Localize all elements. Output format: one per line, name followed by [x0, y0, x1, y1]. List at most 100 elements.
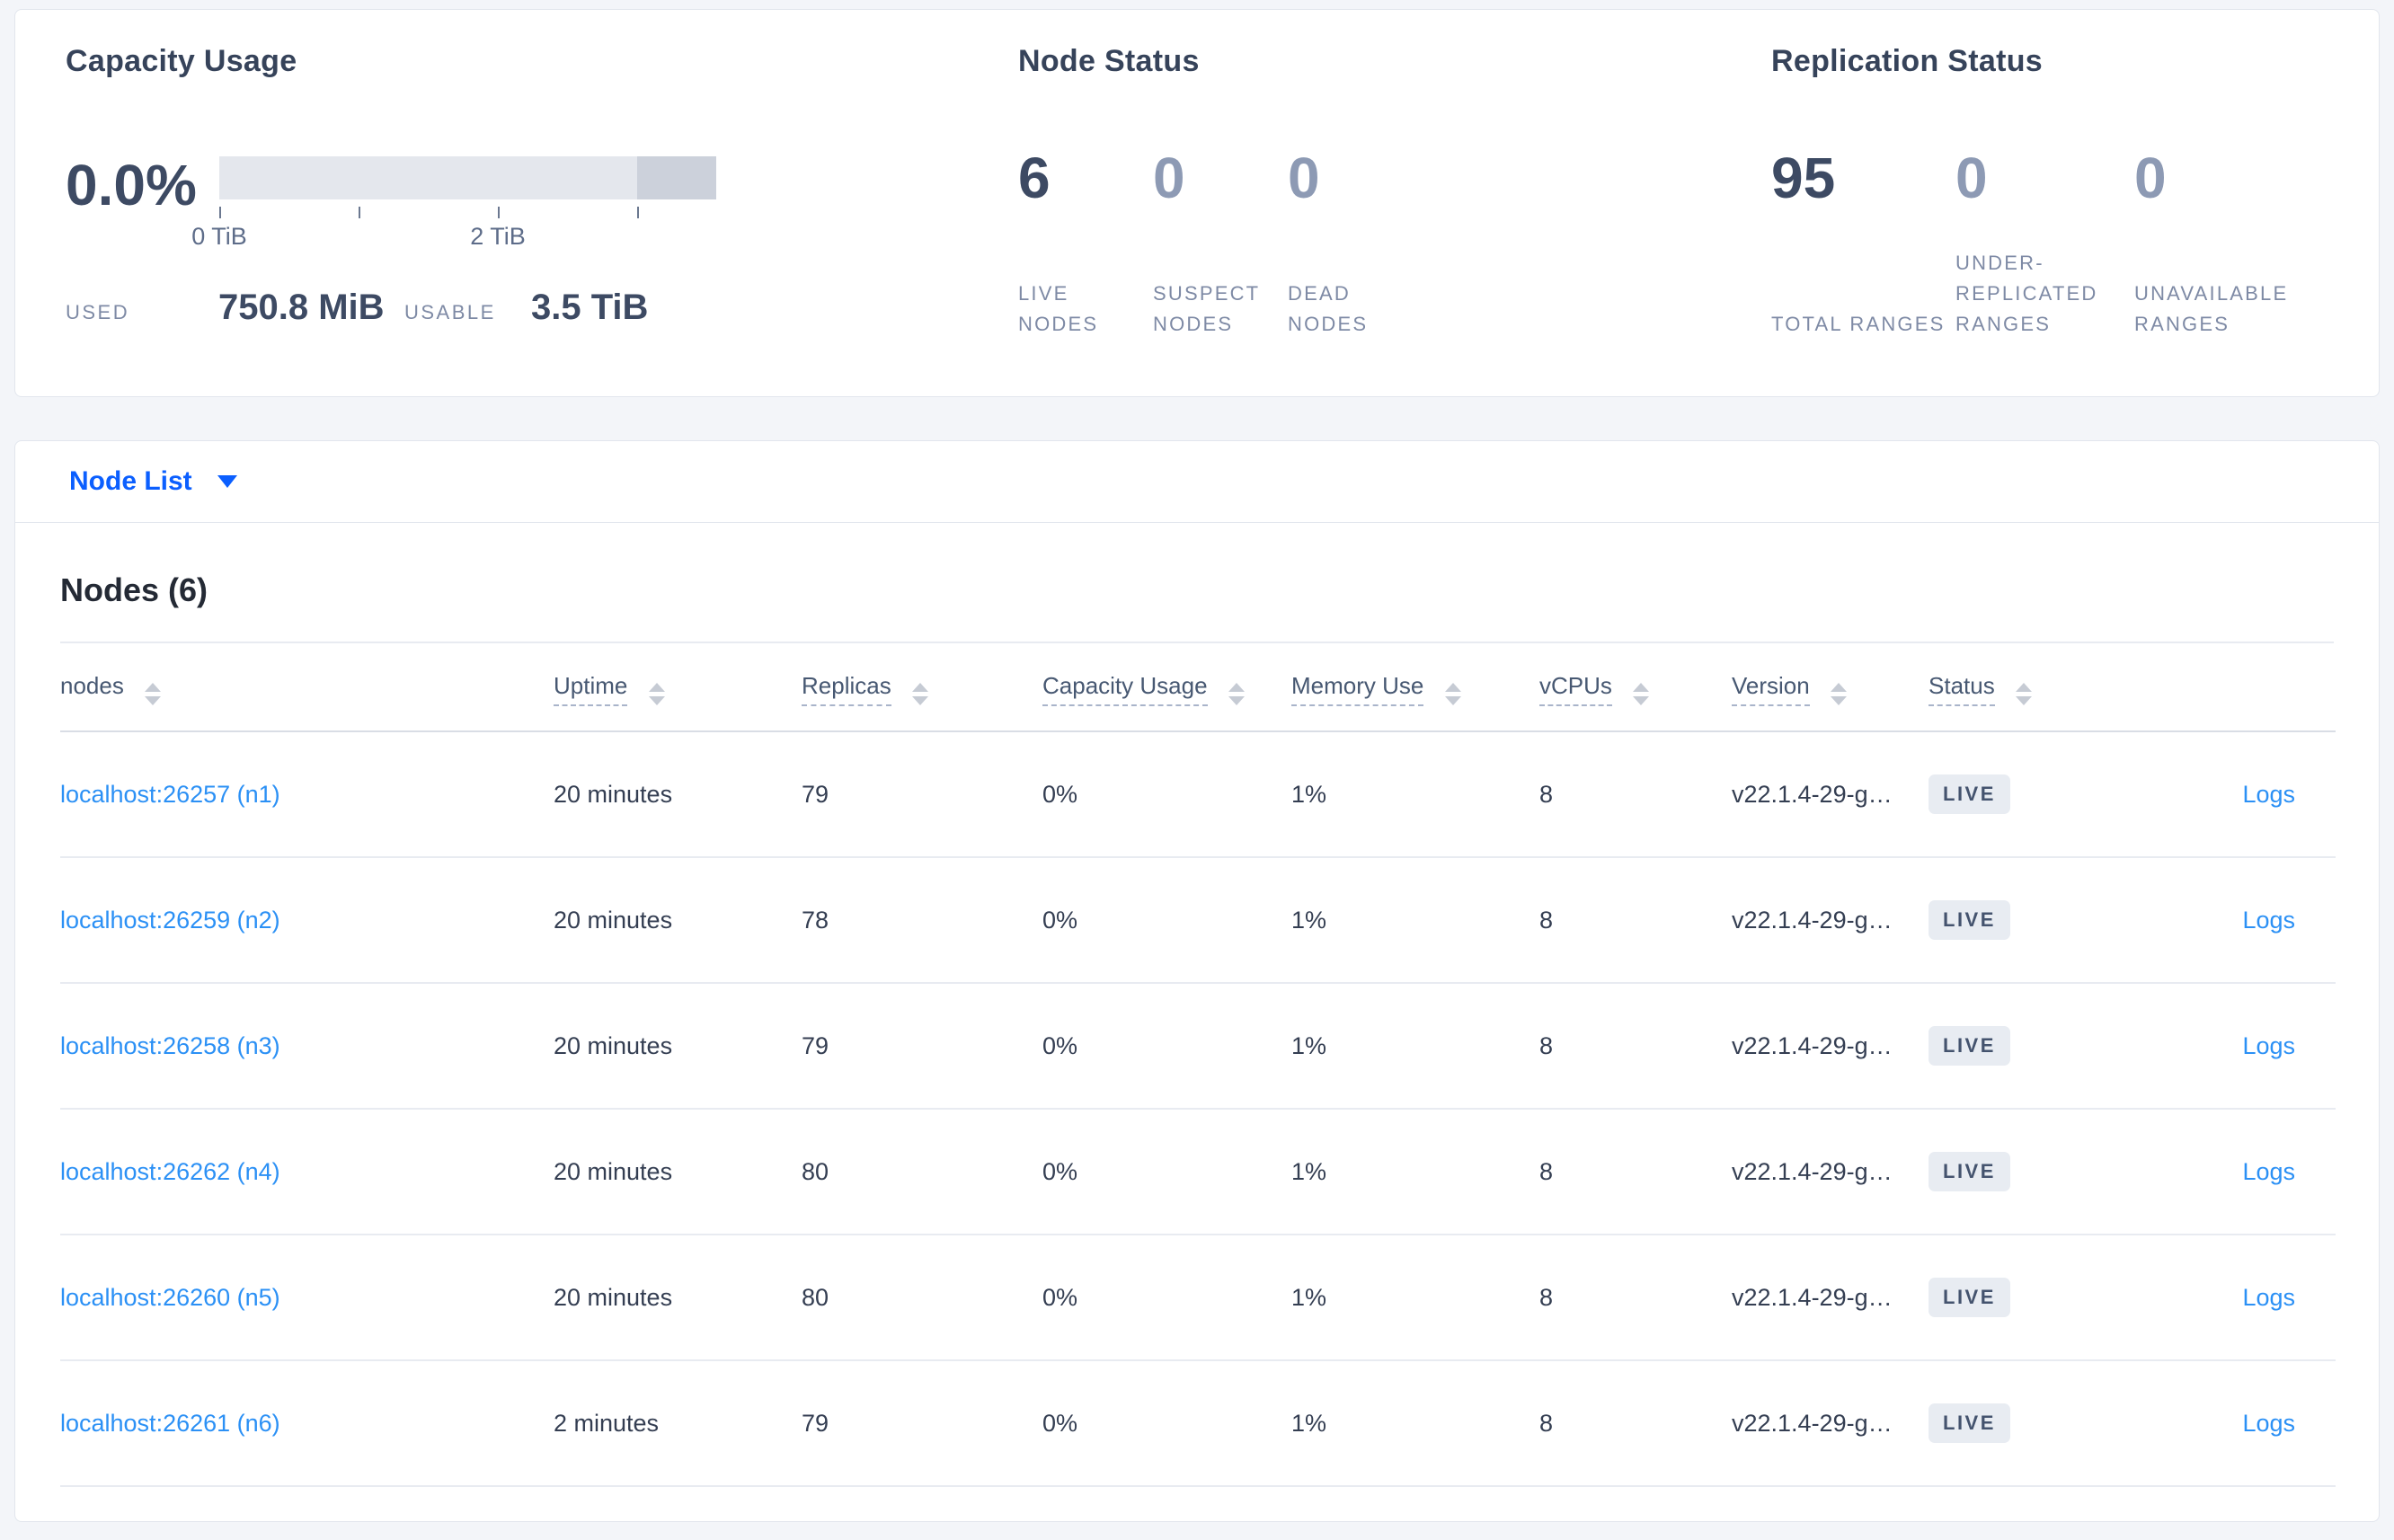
- capacity-cell: 0%: [1042, 1360, 1291, 1487]
- divider: [60, 642, 2334, 643]
- table-header-row: nodes Uptime Replicas Capacity Usage Mem…: [60, 643, 2336, 732]
- capacity-bar-chart: 0 TiB 2 TiB: [191, 149, 716, 250]
- table-row: localhost:26262 (n4) 20 minutes 80 0% 1%…: [60, 1109, 2336, 1235]
- suspect-nodes-count: 0: [1153, 146, 1185, 210]
- capacity-axis: 0 TiB 2 TiB: [191, 199, 716, 250]
- uptime-cell: 20 minutes: [554, 1109, 802, 1235]
- table-row: localhost:26261 (n6) 2 minutes 79 0% 1% …: [60, 1360, 2336, 1487]
- under-replicated-ranges-label: UNDER-REPLICATED RANGES: [1955, 251, 2098, 335]
- capacity-cell: 0%: [1042, 1235, 1291, 1361]
- column-header-status[interactable]: Status: [1928, 643, 2122, 732]
- unavailable-ranges-stat: 0 UNAVAILABLE RANGES: [2134, 149, 2350, 340]
- used-value: 750.8 MiB: [218, 288, 385, 327]
- status-badge: LIVE: [1928, 900, 2010, 940]
- column-header-replicas[interactable]: Replicas: [802, 643, 1042, 732]
- sort-icon[interactable]: [1228, 683, 1245, 705]
- sort-icon[interactable]: [2015, 683, 2032, 705]
- node-link[interactable]: localhost:26257 (n1): [60, 780, 280, 808]
- dead-nodes-count: 0: [1288, 146, 1320, 210]
- status-badge: LIVE: [1928, 774, 2010, 814]
- memory-cell: 1%: [1291, 1109, 1539, 1235]
- cluster-summary-panel: Capacity Usage 0.0% 0 TiB 2 TiB USED 750…: [14, 9, 2380, 397]
- capacity-bar-reserved-segment: [637, 156, 716, 199]
- column-header-capacity-usage[interactable]: Capacity Usage: [1042, 643, 1291, 732]
- uptime-cell: 20 minutes: [554, 857, 802, 984]
- capacity-cell: 0%: [1042, 1109, 1291, 1235]
- version-cell: v22.1.4-29-g…: [1732, 1360, 1928, 1487]
- memory-cell: 1%: [1291, 983, 1539, 1110]
- node-link[interactable]: localhost:26261 (n6): [60, 1409, 280, 1437]
- version-cell: v22.1.4-29-g…: [1732, 1235, 1928, 1361]
- version-cell: v22.1.4-29-g…: [1732, 1109, 1928, 1235]
- capacity-usage-title: Capacity Usage: [66, 44, 297, 78]
- column-header-vcpus[interactable]: vCPUs: [1539, 643, 1732, 732]
- usable-label: USABLE: [404, 301, 496, 323]
- node-link[interactable]: localhost:26259 (n2): [60, 906, 280, 934]
- replicas-cell: 79: [802, 983, 1042, 1110]
- logs-link[interactable]: Logs: [2242, 1031, 2295, 1059]
- memory-cell: 1%: [1291, 1235, 1539, 1361]
- vcpus-cell: 8: [1539, 1360, 1732, 1487]
- node-list-dropdown[interactable]: Node List: [69, 466, 237, 497]
- view-selector-bar: Node List: [14, 440, 2380, 523]
- node-link[interactable]: localhost:26260 (n5): [60, 1283, 280, 1311]
- table-row: localhost:26260 (n5) 20 minutes 80 0% 1%…: [60, 1235, 2336, 1361]
- logs-link[interactable]: Logs: [2242, 906, 2295, 934]
- vcpus-cell: 8: [1539, 857, 1732, 984]
- sort-icon[interactable]: [1633, 683, 1650, 705]
- vcpus-cell: 8: [1539, 1109, 1732, 1235]
- uptime-cell: 20 minutes: [554, 731, 802, 858]
- sort-icon[interactable]: [911, 683, 928, 705]
- logs-link[interactable]: Logs: [2242, 1157, 2295, 1185]
- replicas-cell: 80: [802, 1109, 1042, 1235]
- status-badge: LIVE: [1928, 1403, 2010, 1443]
- total-ranges-label: TOTAL RANGES: [1771, 312, 1946, 335]
- capacity-cell: 0%: [1042, 983, 1291, 1110]
- dead-nodes-label: DEAD NODES: [1288, 281, 1369, 335]
- logs-link[interactable]: Logs: [2242, 1409, 2295, 1437]
- capacity-cell: 0%: [1042, 857, 1291, 984]
- node-link[interactable]: localhost:26258 (n3): [60, 1031, 280, 1059]
- column-header-version[interactable]: Version: [1732, 643, 1928, 732]
- under-replicated-ranges-stat: 0 UNDER-REPLICATED RANGES: [1955, 149, 2134, 340]
- unavailable-ranges-label: UNAVAILABLE RANGES: [2134, 281, 2289, 335]
- column-header-memory-use[interactable]: Memory Use: [1291, 643, 1539, 732]
- column-header-logs: [2122, 643, 2336, 732]
- table-row: localhost:26257 (n1) 20 minutes 79 0% 1%…: [60, 731, 2336, 858]
- logs-link[interactable]: Logs: [2242, 780, 2295, 808]
- total-ranges-count: 95: [1771, 146, 1836, 210]
- status-badge: LIVE: [1928, 1026, 2010, 1066]
- nodes-table-panel: Nodes (6) nodes Uptime Replicas: [14, 523, 2380, 1522]
- total-ranges-stat: 95 TOTAL RANGES: [1771, 149, 1955, 340]
- chevron-down-icon: [217, 475, 237, 488]
- table-row: localhost:26258 (n3) 20 minutes 79 0% 1%…: [60, 983, 2336, 1110]
- vcpus-cell: 8: [1539, 1235, 1732, 1361]
- uptime-cell: 20 minutes: [554, 983, 802, 1110]
- vcpus-cell: 8: [1539, 731, 1732, 858]
- replication-status-section: Replication Status 95 TOTAL RANGES 0 UND…: [1771, 10, 2379, 396]
- memory-cell: 1%: [1291, 857, 1539, 984]
- logs-link[interactable]: Logs: [2242, 1283, 2295, 1311]
- replicas-cell: 80: [802, 1235, 1042, 1361]
- version-cell: v22.1.4-29-g…: [1732, 983, 1928, 1110]
- sort-icon[interactable]: [648, 683, 665, 705]
- column-header-nodes[interactable]: nodes: [60, 643, 554, 732]
- capacity-bar: [219, 156, 716, 199]
- status-badge: LIVE: [1928, 1152, 2010, 1191]
- vcpus-cell: 8: [1539, 983, 1732, 1110]
- sort-icon[interactable]: [1830, 683, 1847, 705]
- sort-icon[interactable]: [145, 683, 162, 705]
- column-header-uptime[interactable]: Uptime: [554, 643, 802, 732]
- node-list-dropdown-label: Node List: [69, 466, 192, 496]
- uptime-cell: 2 minutes: [554, 1360, 802, 1487]
- axis-tick-3: [637, 207, 639, 218]
- suspect-nodes-stat: 0 SUSPECT NODES: [1153, 149, 1288, 340]
- replicas-cell: 78: [802, 857, 1042, 984]
- axis-label-0tib: 0 TiB: [191, 223, 247, 250]
- version-cell: v22.1.4-29-g…: [1732, 731, 1928, 858]
- sort-icon[interactable]: [1444, 683, 1461, 705]
- node-link[interactable]: localhost:26262 (n4): [60, 1157, 280, 1185]
- node-status-section: Node Status 6 LIVE NODES 0 SUSPECT NODES…: [1018, 10, 1771, 396]
- nodes-heading: Nodes (6): [60, 571, 208, 608]
- live-nodes-count: 6: [1018, 146, 1051, 210]
